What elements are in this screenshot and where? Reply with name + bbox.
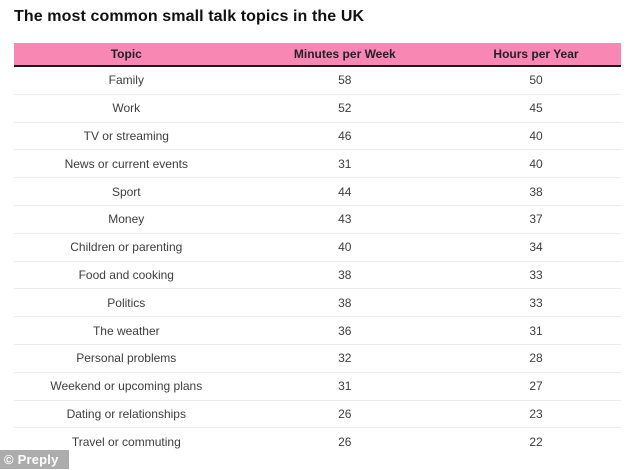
cell-hours: 50 [529, 73, 543, 88]
table-row: Dating or relationships 26 23 [14, 399, 621, 428]
cell-hours: 45 [451, 93, 621, 123]
cell-minutes: 38 [238, 288, 452, 317]
small-talk-table: Topic Minutes per Week Hours per Year Fa… [14, 43, 621, 456]
cell-hours: 33 [451, 260, 621, 289]
cell-topic: Dating or relationships [14, 399, 239, 428]
cell-minutes: 31 [238, 149, 452, 178]
table-row: Personal problems 32 28 [14, 343, 621, 373]
cell-minutes: 31 [238, 371, 452, 401]
cell-hours: 33 [451, 288, 621, 317]
column-header-topic: Topic [14, 43, 239, 67]
cell-hours: 23 [451, 399, 621, 428]
cell-hours: 40 [451, 121, 621, 150]
column-header-minutes-per-week: Minutes per Week [238, 43, 452, 67]
cell-topic: Politics [14, 288, 239, 317]
cell-minutes: 26 [238, 399, 452, 428]
cell-topic: Children or parenting [14, 232, 239, 262]
cell-minutes: 32 [238, 343, 452, 373]
cell-minutes: 40 [238, 232, 452, 262]
cell-topic: News or current events [14, 149, 239, 178]
cell-minutes: 38 [238, 260, 452, 289]
table-row: Sport 44 38 [14, 177, 621, 206]
table-row: News or current events 31 40 [14, 149, 621, 178]
cell-minutes: 36 [238, 316, 452, 345]
cell-topic: Food and cooking [14, 260, 239, 289]
cell-topic: Family [108, 73, 144, 88]
column-header-hours-per-year: Hours per Year [451, 43, 621, 67]
cell-minutes: 43 [238, 204, 452, 234]
page-title: The most common small talk topics in the… [14, 8, 365, 25]
table-row: Work 52 45 [14, 93, 621, 123]
table-header-row: Topic Minutes per Week Hours per Year [14, 43, 621, 67]
cell-hours: 31 [451, 316, 621, 345]
cell-minutes: 52 [238, 93, 452, 123]
cell-topic: TV or streaming [14, 121, 239, 150]
table-row: Food and cooking 38 33 [14, 260, 621, 289]
cell-topic: Weekend or upcoming plans [14, 371, 239, 401]
table-row: Travel or commuting 26 22 [14, 427, 621, 456]
cell-topic: The weather [14, 316, 239, 345]
table-row: The weather 36 31 [14, 316, 621, 345]
cell-hours: 34 [451, 232, 621, 262]
table-row: Children or parenting 40 34 [14, 232, 621, 262]
table-row: Family 58 50 [14, 66, 621, 94]
cell-topic: Personal problems [14, 343, 239, 373]
cell-minutes: 58 [338, 73, 352, 88]
cell-minutes: 46 [238, 121, 452, 150]
cell-hours: 40 [451, 149, 621, 178]
preply-watermark: © Preply [0, 450, 69, 469]
cell-topic: Work [14, 93, 239, 123]
cell-hours: 38 [451, 177, 621, 206]
cell-minutes: 26 [238, 427, 452, 456]
cell-hours: 37 [451, 204, 621, 234]
cell-minutes: 44 [238, 177, 452, 206]
cell-hours: 22 [451, 427, 621, 456]
cell-topic: Money [14, 204, 239, 234]
table-row: Money 43 37 [14, 204, 621, 234]
table-row: TV or streaming 46 40 [14, 121, 621, 150]
table-row: Weekend or upcoming plans 31 27 [14, 371, 621, 401]
cell-hours: 28 [451, 343, 621, 373]
table-row: Politics 38 33 [14, 288, 621, 317]
cell-hours: 27 [451, 371, 621, 401]
cell-topic: Sport [14, 177, 239, 206]
table-body: Family 58 50 Work 52 45 TV or streaming 46 40 New… [14, 66, 621, 456]
